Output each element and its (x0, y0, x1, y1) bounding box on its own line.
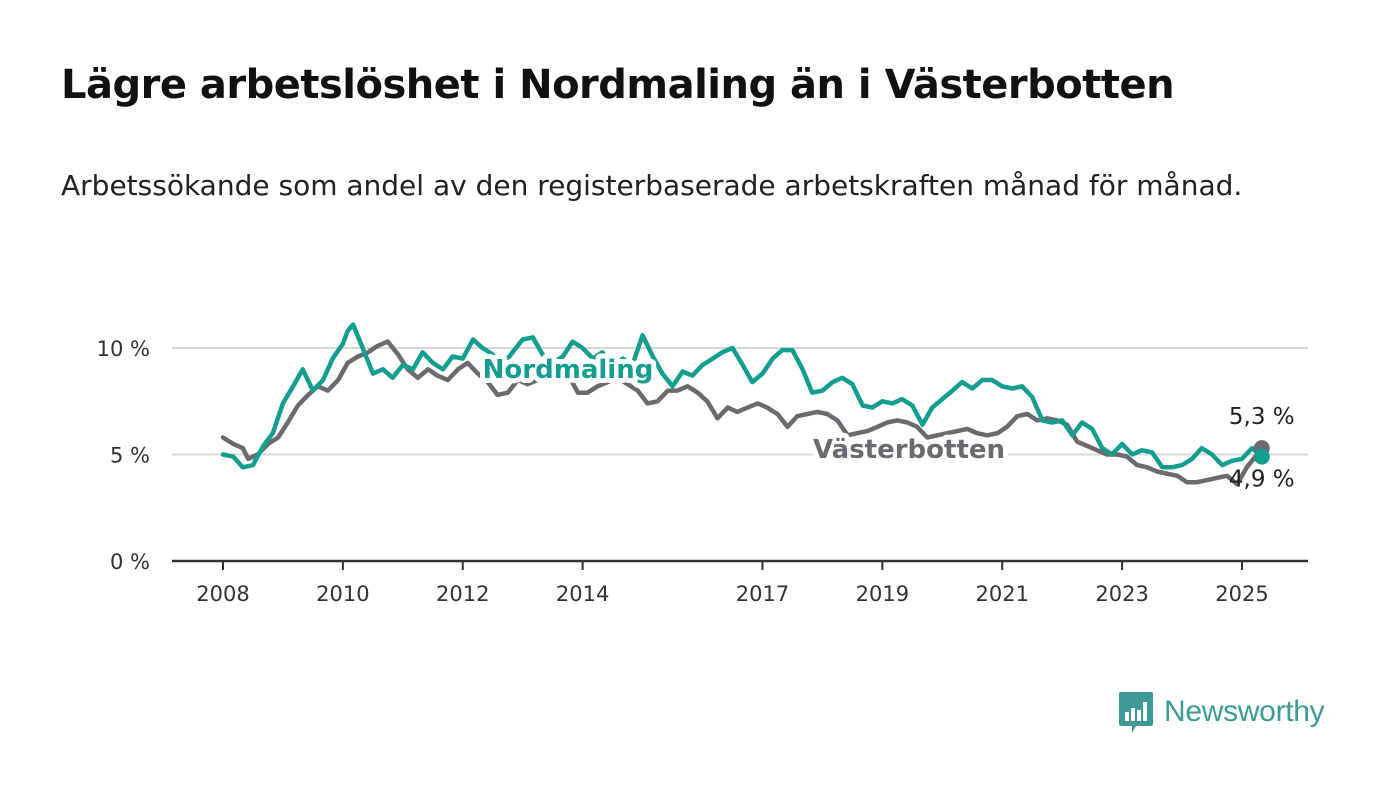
end-markers (1253, 440, 1270, 465)
chart-labels: 5,3 %4,9 %VästerbottenVästerbottenNordma… (478, 350, 1295, 493)
y-axis: 0 % 5 % 10 % (97, 337, 150, 574)
x-tick-label: 2008 (196, 582, 249, 606)
chart-title: Lägre arbetslöshet i Nordmaling än i Väs… (61, 62, 1175, 108)
series-line-västerbotten (220, 339, 1265, 487)
x-tick-label: 2010 (316, 582, 369, 606)
y-tick-label: 5 % (110, 444, 150, 468)
series-label-nordmaling: Nordmaling (483, 355, 654, 385)
end-marker-nordmaling (1253, 448, 1270, 465)
y-tick-label: 10 % (97, 337, 150, 361)
brand-name: Newsworthy (1164, 695, 1325, 728)
bar-chart-speech-bubble-icon (1119, 692, 1153, 733)
y-tick-label: 0 % (110, 550, 150, 574)
series-line-nordmaling (220, 322, 1265, 470)
x-tick-label: 2017 (736, 582, 789, 606)
end-value-label-västerbotten: 5,3 % (1229, 404, 1295, 430)
series-label-halo-västerbotten: Västerbotten (813, 435, 1005, 465)
chart-subtitle: Arbetssökande som andel av den registerb… (61, 169, 1243, 202)
series-label-halo-nordmaling: Nordmaling (483, 355, 654, 385)
x-tick-label: 2023 (1095, 582, 1148, 606)
newsworthy-logo: Newsworthy (1118, 690, 1325, 734)
x-tick-label: 2021 (976, 582, 1029, 606)
series-label-västerbotten: Västerbotten (813, 435, 1005, 465)
x-tick-label: 2014 (556, 582, 609, 606)
x-tick-label: 2019 (856, 582, 909, 606)
series-lines (220, 322, 1265, 487)
x-tick-label: 2025 (1215, 582, 1268, 606)
x-axis: 2008 2010 2012 2014 2017 2019 2021 2023 2025 (172, 559, 1308, 606)
x-tick-label: 2012 (436, 582, 489, 606)
end-value-label-nordmaling: 4,9 % (1229, 467, 1295, 493)
